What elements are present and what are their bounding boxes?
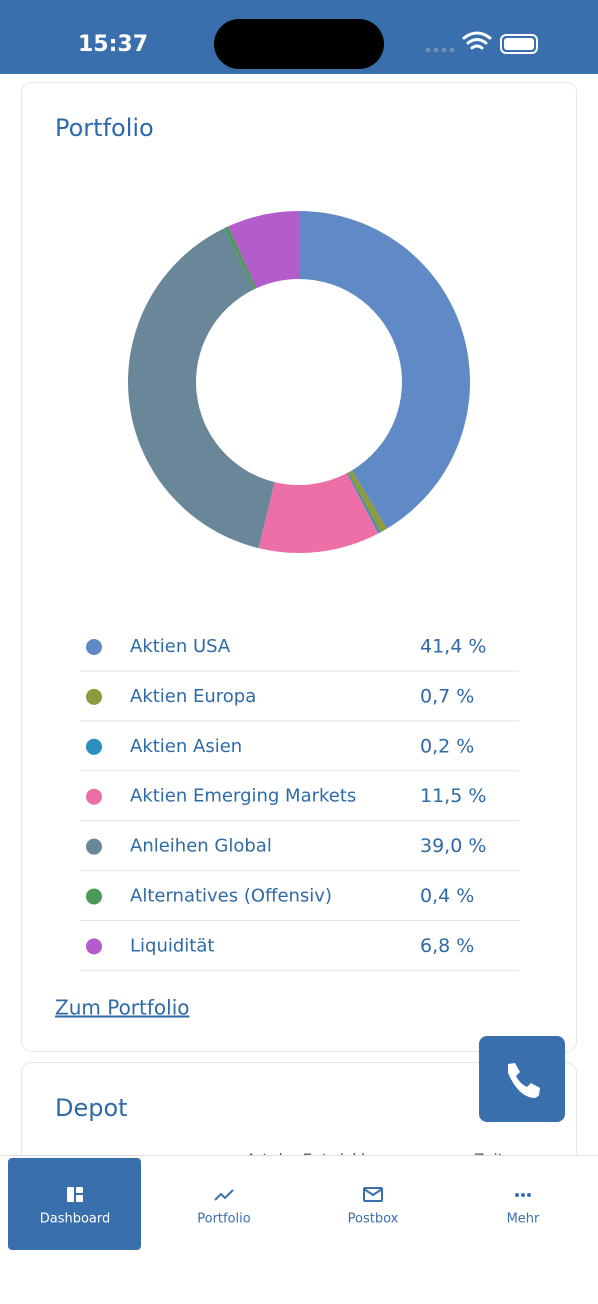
time: 15:37 xyxy=(78,32,148,57)
card-title: Depot xyxy=(55,1094,128,1122)
legend-value: 41,4 % xyxy=(420,636,486,658)
donut-slice xyxy=(346,472,381,534)
dynamic-island xyxy=(214,19,384,69)
postbox-icon xyxy=(363,1187,383,1202)
call-button[interactable] xyxy=(479,1036,565,1122)
battery-level xyxy=(504,38,534,50)
legend-label: Liquidität xyxy=(130,935,214,956)
legend-dot xyxy=(86,688,102,705)
legend-value: 0,4 % xyxy=(420,885,474,907)
legend-label: Anleihen Global xyxy=(130,836,272,857)
nav-label[interactable]: Mehr xyxy=(507,1212,540,1227)
phone-icon xyxy=(508,1063,540,1098)
legend-value: 39,0 % xyxy=(420,835,486,857)
donut-slice xyxy=(128,228,275,549)
legend-label: Aktien Europa xyxy=(130,686,256,707)
legend-dot xyxy=(86,888,102,905)
legend-label: Alternatives (Offensiv) xyxy=(130,886,332,907)
legend-value: 0,2 % xyxy=(420,735,474,757)
portfolio-icon xyxy=(214,1189,234,1201)
more-icon xyxy=(515,1193,531,1197)
donut-slice xyxy=(258,473,379,553)
wifi-icon xyxy=(462,31,492,50)
signal xyxy=(425,47,455,53)
donut-slice xyxy=(348,470,387,533)
legend-dot xyxy=(86,738,102,755)
nav-label[interactable]: Portfolio xyxy=(197,1212,251,1227)
legend-value: 0,7 % xyxy=(420,685,474,707)
legend-value: 11,5 % xyxy=(420,785,486,807)
legend: Aktien USA 41,4 % Aktien Europa 0,7 % Aktien… xyxy=(80,636,519,971)
donut-slice xyxy=(228,211,299,289)
legend-label: Aktien Asien xyxy=(130,736,242,757)
legend-dot xyxy=(86,788,102,805)
legend-dot xyxy=(86,938,102,955)
legend-dot xyxy=(86,639,102,655)
legend-value: 6,8 % xyxy=(420,935,474,957)
battery-icon xyxy=(500,34,538,54)
nav-active xyxy=(8,1158,141,1250)
legend-label: Aktien Emerging Markets xyxy=(130,786,356,807)
nav-label[interactable]: Postbox xyxy=(348,1212,399,1227)
donut-slice xyxy=(224,226,257,290)
legend-label: Aktien USA xyxy=(130,636,231,657)
nav-label[interactable]: Dashboard xyxy=(40,1212,111,1227)
card-title: Portfolio xyxy=(55,114,154,142)
donut-chart xyxy=(128,211,471,553)
legend-dot xyxy=(86,838,102,855)
portfolio-link[interactable]: Zum Portfolio xyxy=(55,996,190,1020)
dashboard-icon xyxy=(67,1187,83,1202)
donut-slice xyxy=(299,211,471,529)
